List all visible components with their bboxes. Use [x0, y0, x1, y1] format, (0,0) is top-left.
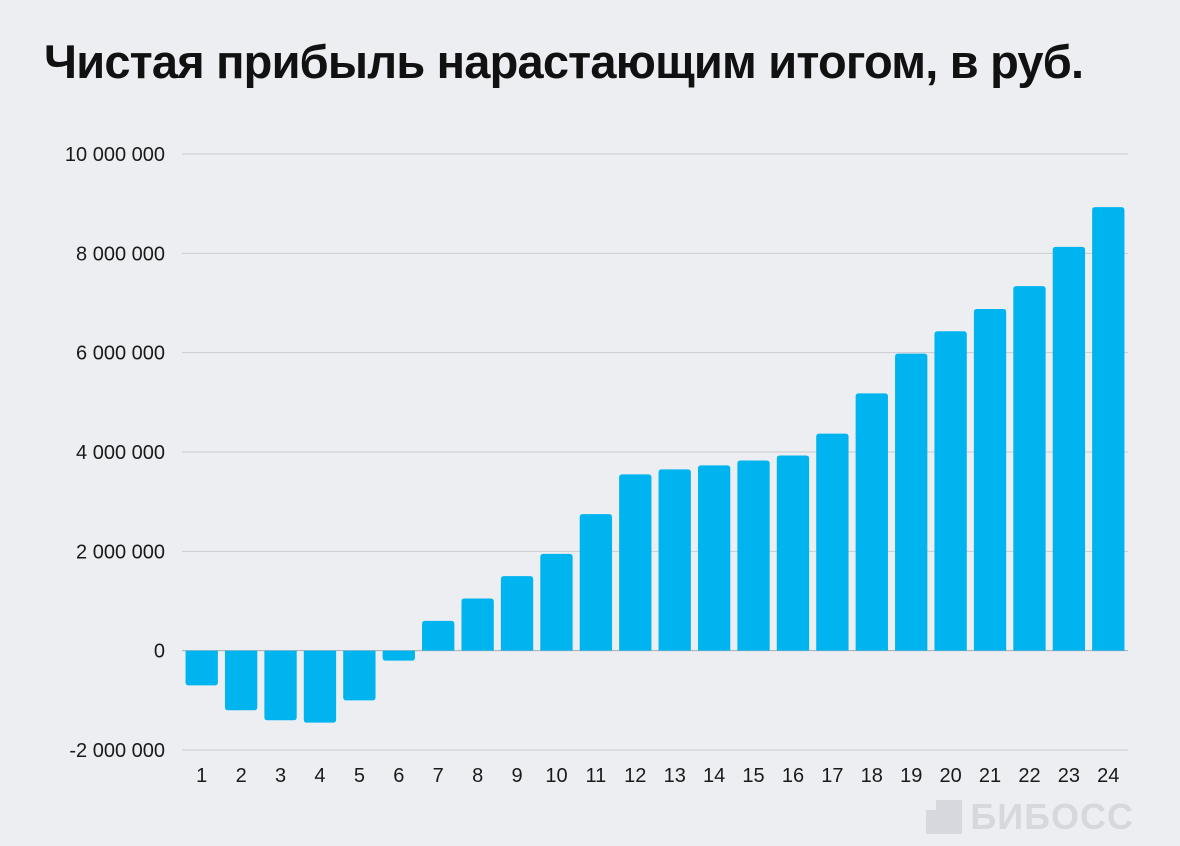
- bar: [895, 353, 928, 651]
- x-tick-label: 13: [664, 765, 686, 787]
- gridlines: [182, 153, 1128, 751]
- y-tick-label: 10 000 000: [65, 144, 165, 166]
- chart-title: Чистая прибыль нарастающим итогом, в руб…: [44, 35, 1084, 88]
- brand-name: БИБОСС: [970, 796, 1134, 837]
- x-tick-label: 7: [433, 765, 444, 787]
- bar: [422, 620, 455, 651]
- bars: [185, 207, 1125, 723]
- bar: [224, 650, 258, 711]
- bar: [658, 469, 691, 651]
- x-tick-label: 9: [511, 765, 522, 787]
- y-tick-label: 0: [154, 641, 165, 663]
- brand-square-icon: [926, 800, 963, 834]
- y-tick-label: 6 000 000: [76, 343, 165, 365]
- bar: [737, 460, 770, 651]
- bar: [1092, 207, 1125, 651]
- bar: [973, 308, 1007, 651]
- x-tick-label: 4: [314, 765, 325, 787]
- x-tick-label: 3: [275, 765, 286, 787]
- x-tick-label: 17: [821, 765, 843, 787]
- bar: [776, 455, 810, 651]
- x-tick-label: 11: [585, 765, 606, 787]
- bar: [185, 650, 218, 686]
- y-tick-label: -2 000 000: [69, 740, 165, 762]
- bar: [855, 393, 888, 651]
- brand-logo: БИБОСС: [926, 796, 1134, 838]
- x-tick-label: 20: [940, 765, 962, 787]
- y-axis-ticks: -2 000 000 0 2 000 000 4 000 000 6 000 000 8 …: [65, 144, 165, 762]
- x-tick-label: 23: [1058, 765, 1080, 787]
- bar: [934, 331, 967, 651]
- x-tick-label: 22: [1018, 765, 1040, 787]
- x-tick-label: 15: [742, 765, 764, 787]
- x-tick-label: 16: [782, 765, 804, 787]
- bar: [619, 474, 652, 651]
- x-tick-label: 6: [393, 765, 404, 787]
- y-tick-label: 4 000 000: [76, 442, 165, 464]
- bar: [500, 576, 534, 651]
- y-tick-label: 2 000 000: [76, 541, 165, 563]
- x-tick-label: 10: [545, 765, 567, 787]
- bar: [264, 650, 297, 721]
- x-tick-label: 1: [196, 765, 207, 787]
- x-tick-label: 12: [624, 765, 646, 787]
- x-tick-label: 5: [354, 765, 365, 787]
- x-tick-label: 21: [979, 765, 1001, 787]
- x-tick-label: 14: [703, 765, 725, 787]
- y-tick-label: 8 000 000: [76, 243, 165, 265]
- x-axis-ticks: 1 2 3 4 5 6 7 8 9 10 11 12 13 14 15 16 17 18 19 20 21 22 23 24: [196, 765, 1119, 787]
- bar: [303, 650, 337, 723]
- bar: [816, 433, 849, 651]
- bar: [343, 650, 376, 701]
- x-tick-label: 18: [861, 765, 883, 787]
- x-tick-label: 24: [1097, 765, 1119, 787]
- bar: [461, 598, 494, 651]
- bar: [540, 553, 573, 651]
- bar: [1052, 246, 1086, 651]
- bar: [382, 650, 415, 661]
- bar: [697, 465, 731, 651]
- x-tick-label: 2: [236, 765, 247, 787]
- bar: [579, 514, 613, 651]
- x-tick-label: 19: [900, 765, 922, 787]
- x-tick-label: 8: [472, 765, 483, 787]
- bar: [1013, 286, 1046, 651]
